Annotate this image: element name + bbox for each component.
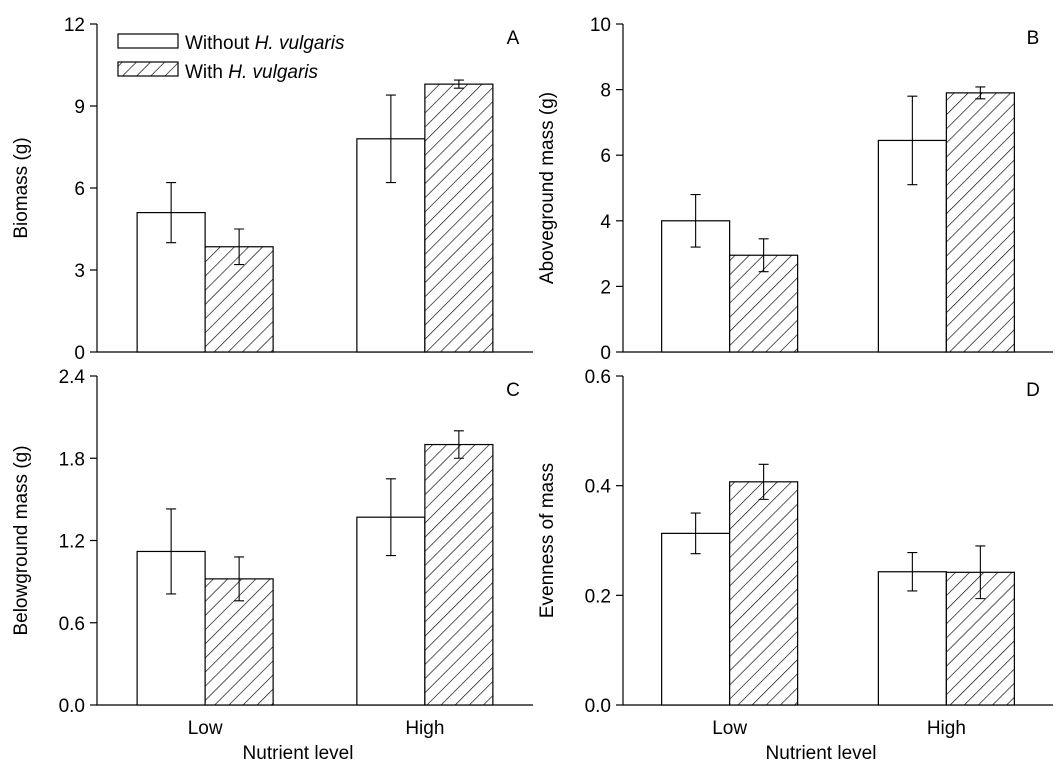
y-tick-label: 2 [600,277,611,298]
y-tick-label: 0 [74,343,85,364]
error-bar [758,238,769,273]
x-category-label: Low [188,718,223,739]
x-axis-title: Nutrient level [766,743,877,763]
y-tick-label: 3 [74,261,85,282]
y-tick-label: 0 [600,343,611,364]
y-tick-label: 9 [74,97,85,118]
y-axis-title: Biomass (g) [11,137,32,238]
error-bar [907,95,918,186]
y-tick-label: 10 [590,15,611,36]
x-category-label: Low [712,718,747,739]
error-bar [975,86,986,100]
panel-letter: D [1026,380,1040,401]
y-tick-label: 0.6 [59,614,85,635]
error-bar [385,94,396,184]
panel-letter: B [1027,28,1040,49]
bar-with [945,92,1015,353]
error-bar [453,430,464,459]
panel-letter: A [507,28,520,49]
error-bar [690,512,701,555]
y-tick-label: 6 [600,146,611,167]
error-bar [234,228,245,266]
error-bar [453,79,464,89]
bar-with [729,481,799,706]
y-axis-title: Evenness of mass [537,463,558,618]
y-tick-label: 0.6 [585,367,611,388]
y-tick-label: 4 [600,212,611,233]
bar-with [424,83,494,353]
error-bar [758,463,769,500]
bar-without [661,532,731,706]
panel-c: 0.0 0.6 1.2 1.8 2.4 Belowground mass (g) C Low H… [11,367,533,763]
legend-label-with: With H. vulgaris [185,62,319,83]
error-bar [234,556,245,602]
y-tick-label: 6 [74,179,85,200]
y-tick-label: 0.0 [59,696,85,717]
legend-swatch-without [117,33,179,49]
y-axis-title: Belowground mass (g) [11,445,32,635]
legend: Without H. vulgaris With H. vulgaris [117,33,345,83]
y-tick-label: 0.4 [585,477,612,498]
x-category-label: High [405,718,444,739]
error-bar [690,194,701,248]
legend-label-without: Without H. vulgaris [185,33,345,54]
error-bar [385,478,396,557]
y-tick-label: 12 [64,15,85,36]
x-axis-title: Nutrient level [243,743,354,763]
y-tick-label: 1.8 [59,449,85,470]
panel-letter: C [506,380,520,401]
bar-without [877,571,947,706]
y-tick-label: 0.2 [585,586,611,607]
error-bar [166,181,177,244]
panel-a: 0 3 6 9 12 Biomass (g) A [11,15,533,364]
y-tick-label: 8 [600,81,611,102]
panel-b: 0 2 4 6 8 10 Aboveground mass (g) B [537,15,1053,364]
y-tick-label: 1.2 [59,532,85,553]
error-bar [975,545,986,600]
error-bar [907,552,918,592]
panel-d: 0.0 0.2 0.4 0.6 Evenness of mass D Low High Nutr… [537,367,1053,763]
bar-with [424,443,494,706]
x-category-label: High [927,718,966,739]
error-bar [166,508,177,595]
legend-swatch-with [117,61,179,77]
y-tick-label: 2.4 [59,367,86,388]
y-tick-label: 0.0 [585,696,611,717]
y-axis-title: Aboveground mass (g) [537,92,558,284]
